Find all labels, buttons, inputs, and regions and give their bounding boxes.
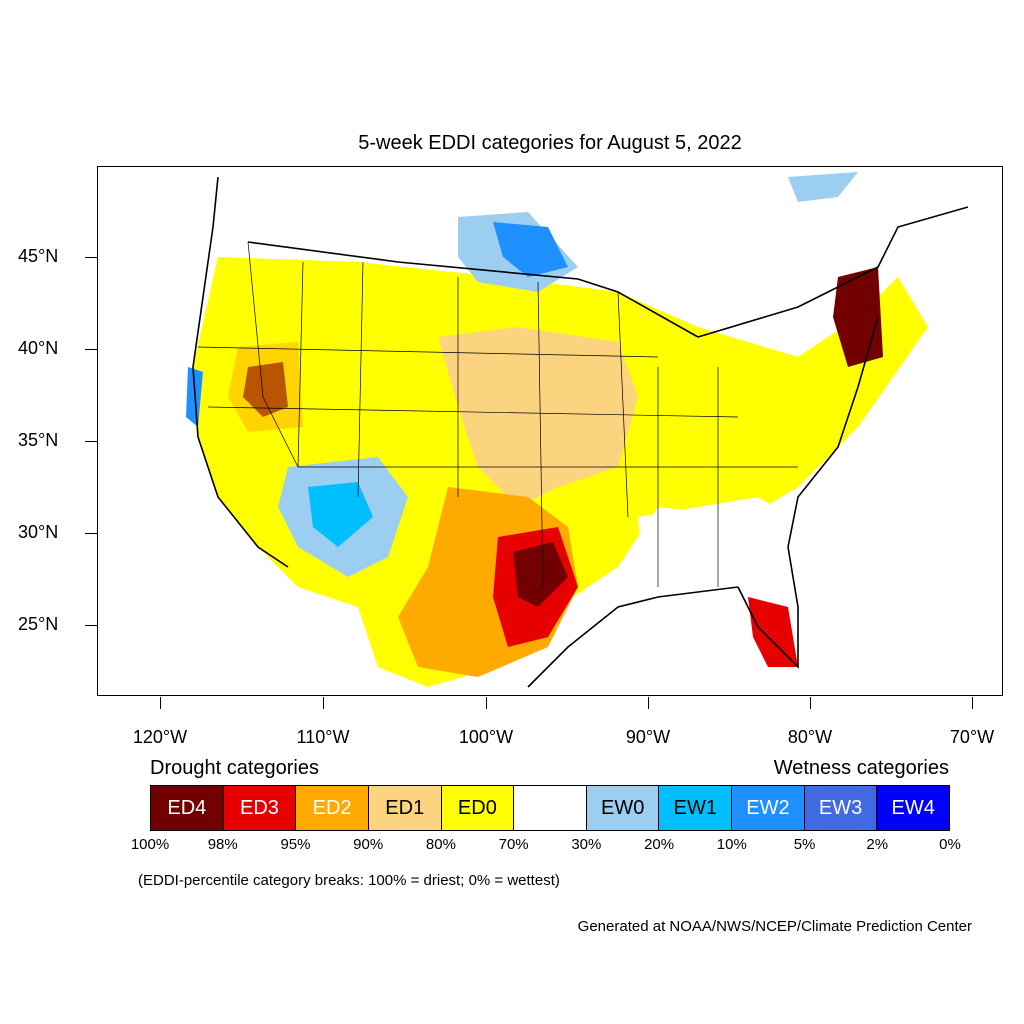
category-note: (EDDI-percentile category breaks: 100% =… bbox=[138, 872, 560, 889]
percentile-label: 100% bbox=[130, 836, 170, 853]
percentile-label: 98% bbox=[207, 836, 238, 853]
percentile-label: 90% bbox=[353, 836, 384, 853]
lon-tick bbox=[323, 697, 324, 709]
credit-text: Generated at NOAA/NWS/NCEP/Climate Predi… bbox=[577, 918, 972, 935]
lat-tick bbox=[85, 257, 97, 258]
legend-box bbox=[514, 786, 587, 830]
legend-box: EW4 bbox=[877, 786, 950, 830]
coastlines bbox=[192, 176, 969, 688]
percentile-label: 30% bbox=[571, 836, 602, 853]
percentile-label: 80% bbox=[425, 836, 456, 853]
legend-box: EW1 bbox=[659, 786, 733, 830]
legend-box: ED4 bbox=[151, 786, 224, 830]
category-legend: ED4 ED3 ED2 ED1 ED0 EW0 EW1 EW2 EW3 EW4 bbox=[150, 785, 950, 831]
lon-label: 90°W bbox=[625, 727, 671, 747]
eddi-map bbox=[97, 166, 1003, 696]
legend-label: EW2 bbox=[746, 796, 790, 819]
legend-label: EW1 bbox=[673, 796, 717, 819]
map-title: 5-week EDDI categories for August 5, 202… bbox=[358, 132, 742, 154]
drought-categories-title: Drought categories bbox=[150, 757, 319, 779]
legend-label: EW3 bbox=[818, 796, 863, 819]
lat-tick bbox=[85, 625, 97, 626]
legend-label: ED1 bbox=[385, 796, 425, 819]
percentile-label: 2% bbox=[866, 836, 889, 853]
legend-box: ED0 bbox=[441, 786, 515, 830]
legend-label: EW0 bbox=[600, 796, 645, 819]
legend-box: EW2 bbox=[732, 786, 805, 830]
lon-tick bbox=[972, 697, 973, 709]
legend-label: ED0 bbox=[457, 796, 497, 819]
lat-tick bbox=[85, 533, 97, 534]
lon-label: 80°W bbox=[787, 727, 833, 747]
legend-box: ED3 bbox=[223, 786, 297, 830]
legend-box: ED2 bbox=[296, 786, 369, 830]
lat-tick bbox=[85, 349, 97, 350]
lon-tick bbox=[648, 697, 649, 709]
legend-box: EW0 bbox=[586, 786, 660, 830]
lon-label: 110°W bbox=[296, 727, 350, 747]
lat-label: 30°N bbox=[18, 522, 59, 542]
percentile-label: 10% bbox=[716, 836, 747, 853]
lat-label: 35°N bbox=[18, 430, 59, 450]
lat-label: 25°N bbox=[18, 614, 59, 634]
legend-box: ED1 bbox=[368, 786, 442, 830]
lon-label: 70°W bbox=[949, 727, 995, 747]
percentile-label: 20% bbox=[644, 836, 675, 853]
lon-label: 120°W bbox=[132, 727, 188, 747]
legend-label: ED3 bbox=[240, 796, 279, 819]
percentile-label: 70% bbox=[498, 836, 529, 853]
category-regions bbox=[186, 172, 928, 687]
percentile-label: 95% bbox=[280, 836, 311, 853]
legend-label: ED4 bbox=[167, 796, 207, 819]
legend-box: EW3 bbox=[804, 786, 878, 830]
lat-tick bbox=[85, 441, 97, 442]
lon-tick bbox=[160, 697, 161, 709]
lat-label: 45°N bbox=[18, 246, 59, 266]
lon-tick bbox=[810, 697, 811, 709]
percentile-label: 0% bbox=[939, 836, 961, 853]
lon-tick bbox=[486, 697, 487, 709]
legend-label: ED2 bbox=[312, 796, 352, 819]
lon-label: 100°W bbox=[458, 727, 514, 747]
map-canvas bbox=[186, 172, 969, 688]
wetness-categories-title: Wetness categories bbox=[773, 757, 949, 779]
state-borders bbox=[197, 241, 798, 588]
percentile-label: 5% bbox=[793, 836, 816, 853]
legend-label: EW4 bbox=[891, 796, 935, 819]
lat-label: 40°N bbox=[18, 338, 59, 358]
